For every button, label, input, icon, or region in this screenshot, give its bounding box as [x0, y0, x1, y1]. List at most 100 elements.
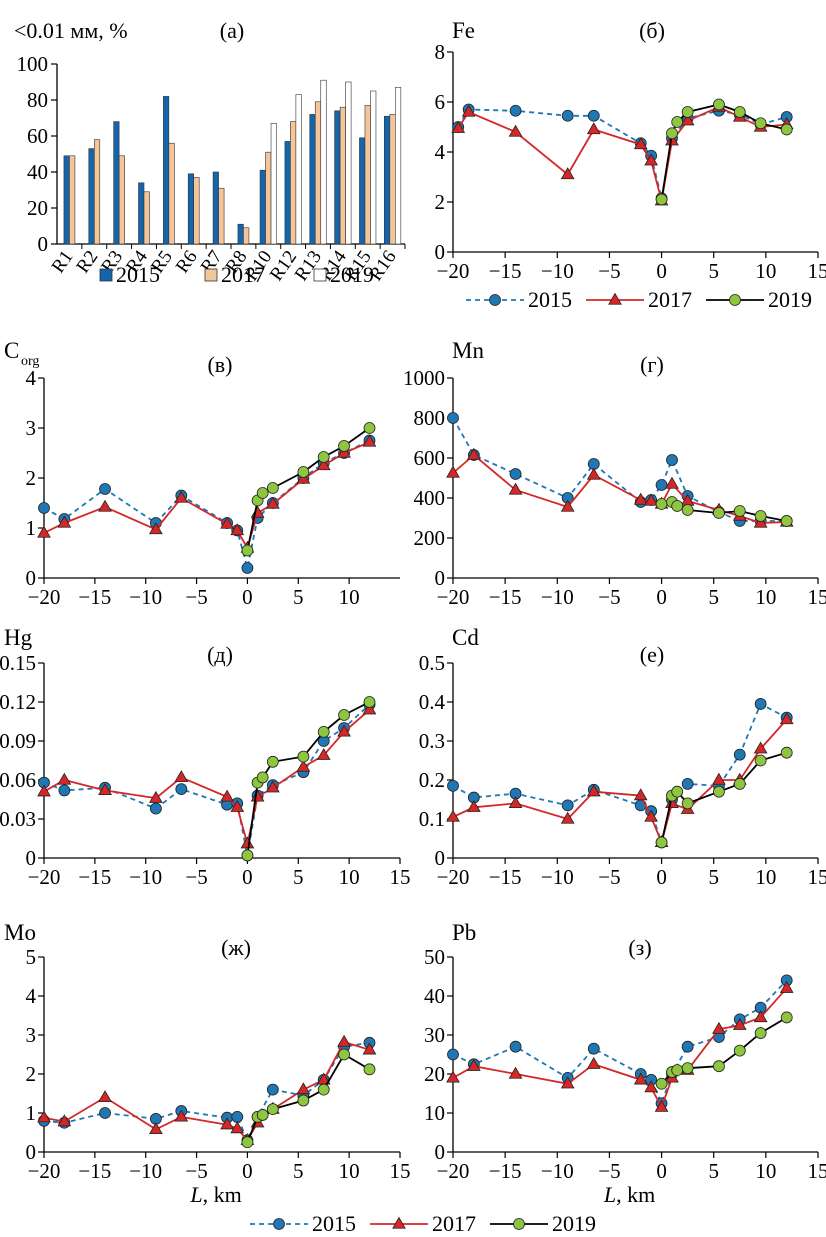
y-tick-label: 0: [38, 232, 49, 256]
point-2019: [338, 709, 350, 721]
x-tick-label: 0: [242, 1159, 253, 1183]
x-tick-label: R2: [72, 247, 102, 277]
point-2017: [461, 104, 476, 117]
point-2019: [256, 1109, 269, 1121]
panel-2: −20 −15 −10 −5 0 5 10 0 1 2 3 4C org (в): [4, 338, 400, 609]
series-line-2015: [452, 702, 788, 846]
bar-2015: [212, 171, 219, 245]
point-2019: [713, 785, 725, 798]
panel-1: −20 −15 −10 −5 0 5 10 15 0 2 4 6 8Fe (б): [435, 18, 826, 283]
point-2017: [508, 482, 523, 495]
point-2017: [586, 1056, 601, 1069]
y-tick-label: 80: [27, 88, 48, 112]
x-tick-label: 0: [656, 1159, 667, 1183]
legend-label: 2017: [432, 1211, 476, 1236]
x-tick-label: 0: [242, 865, 253, 889]
point-2017: [220, 1117, 234, 1130]
point-2017: [644, 153, 659, 166]
point-2019: [681, 797, 694, 810]
point-2019: [754, 510, 767, 522]
x-tick-label: −15: [489, 259, 522, 283]
x-tick-label: −20: [28, 1159, 61, 1183]
bar-2015: [284, 141, 291, 245]
x-tick-label: 10: [339, 585, 360, 609]
bar-2017: [168, 142, 175, 245]
x-tick-label: −10: [129, 1159, 162, 1183]
legend-label: 2017: [648, 287, 692, 312]
x-axis-label: L, km: [603, 1182, 655, 1207]
point-2017: [665, 796, 679, 809]
panel-4: −20 −15 −10 −5 0 5 10 15 0 0.03 0.06 0.09 0.12 0.15Hg…: [0, 625, 411, 889]
point-2015: [99, 483, 111, 495]
point-2017: [230, 523, 245, 536]
panel-label: (в): [207, 352, 232, 377]
point-2017: [560, 811, 575, 824]
point-2017: [560, 499, 575, 512]
y-tick-label: 4: [435, 140, 446, 164]
point-2017: [644, 809, 659, 822]
x-tick-label: 5: [708, 585, 719, 609]
point-2017: [560, 1076, 575, 1089]
point-2017: [466, 799, 481, 812]
point-2015: [754, 698, 767, 710]
point-2017: [174, 770, 189, 783]
point-2019: [671, 116, 684, 128]
point-2019: [713, 1060, 725, 1073]
y-axis-label: Cd: [452, 625, 479, 650]
point-2017: [240, 836, 255, 849]
x-tick-label: −10: [541, 865, 574, 889]
bar-2015: [334, 110, 341, 245]
x-tick-label: −15: [489, 865, 522, 889]
point-2017: [98, 499, 112, 512]
point-2019: [655, 1077, 668, 1090]
point-2017: [220, 789, 234, 802]
y-tick-label: 5: [26, 945, 37, 969]
point-2019: [266, 755, 279, 768]
point-2017: [586, 467, 601, 480]
x-tick-label: −20: [437, 865, 470, 889]
point-2017: [57, 1114, 72, 1127]
legend-swatch-2019: [313, 268, 327, 282]
x-tick-label: −15: [78, 1159, 111, 1183]
bar-2015: [309, 114, 316, 245]
x-tick-label: −5: [598, 1159, 620, 1183]
bar-2019: [270, 123, 277, 245]
y-tick-label: 1: [26, 516, 37, 540]
point-2017: [174, 490, 189, 503]
point-2015: [447, 779, 459, 792]
point-2017: [265, 496, 280, 509]
point-2019: [713, 98, 725, 111]
bar-2017: [193, 177, 200, 245]
point-2019: [754, 754, 767, 767]
point-2019: [241, 1136, 254, 1149]
y-tick-label: 50: [424, 945, 445, 969]
point-2019: [297, 466, 310, 478]
legend-marker-2017: [608, 292, 622, 305]
point-2015: [587, 1042, 600, 1055]
point-2019: [655, 193, 668, 206]
point-2017: [654, 1099, 669, 1112]
bar-2019: [395, 87, 402, 245]
point-2015: [266, 1083, 279, 1096]
bar-2017: [69, 155, 76, 245]
point-2017: [633, 137, 648, 150]
x-tick-label: 5: [708, 1159, 719, 1183]
y-tick-label: 6: [435, 90, 446, 114]
y-tick-label: 8: [435, 40, 446, 64]
point-2017: [644, 493, 659, 506]
x-tick-label: 15: [390, 1159, 411, 1183]
legend-label: 2015: [312, 1211, 356, 1236]
y-tick-label: 3: [26, 416, 37, 440]
y-tick-label: 0: [435, 1140, 446, 1164]
y-tick-label: 600: [414, 446, 446, 470]
series-line-2015: [457, 108, 787, 199]
point-2017: [337, 724, 351, 737]
point-2019: [780, 1011, 793, 1024]
point-2017: [779, 980, 794, 993]
x-tick-label: 0: [656, 585, 667, 609]
x-tick-label: 5: [708, 259, 719, 283]
panel-5: −20 −15 −10 −5 0 5 10 15 0 0.1 0.2 0.3 0.4 0.5 Cd (е): [419, 625, 826, 889]
x-tick-label: −15: [489, 1159, 522, 1183]
bar-2015: [88, 148, 95, 245]
point-2019: [780, 746, 793, 759]
